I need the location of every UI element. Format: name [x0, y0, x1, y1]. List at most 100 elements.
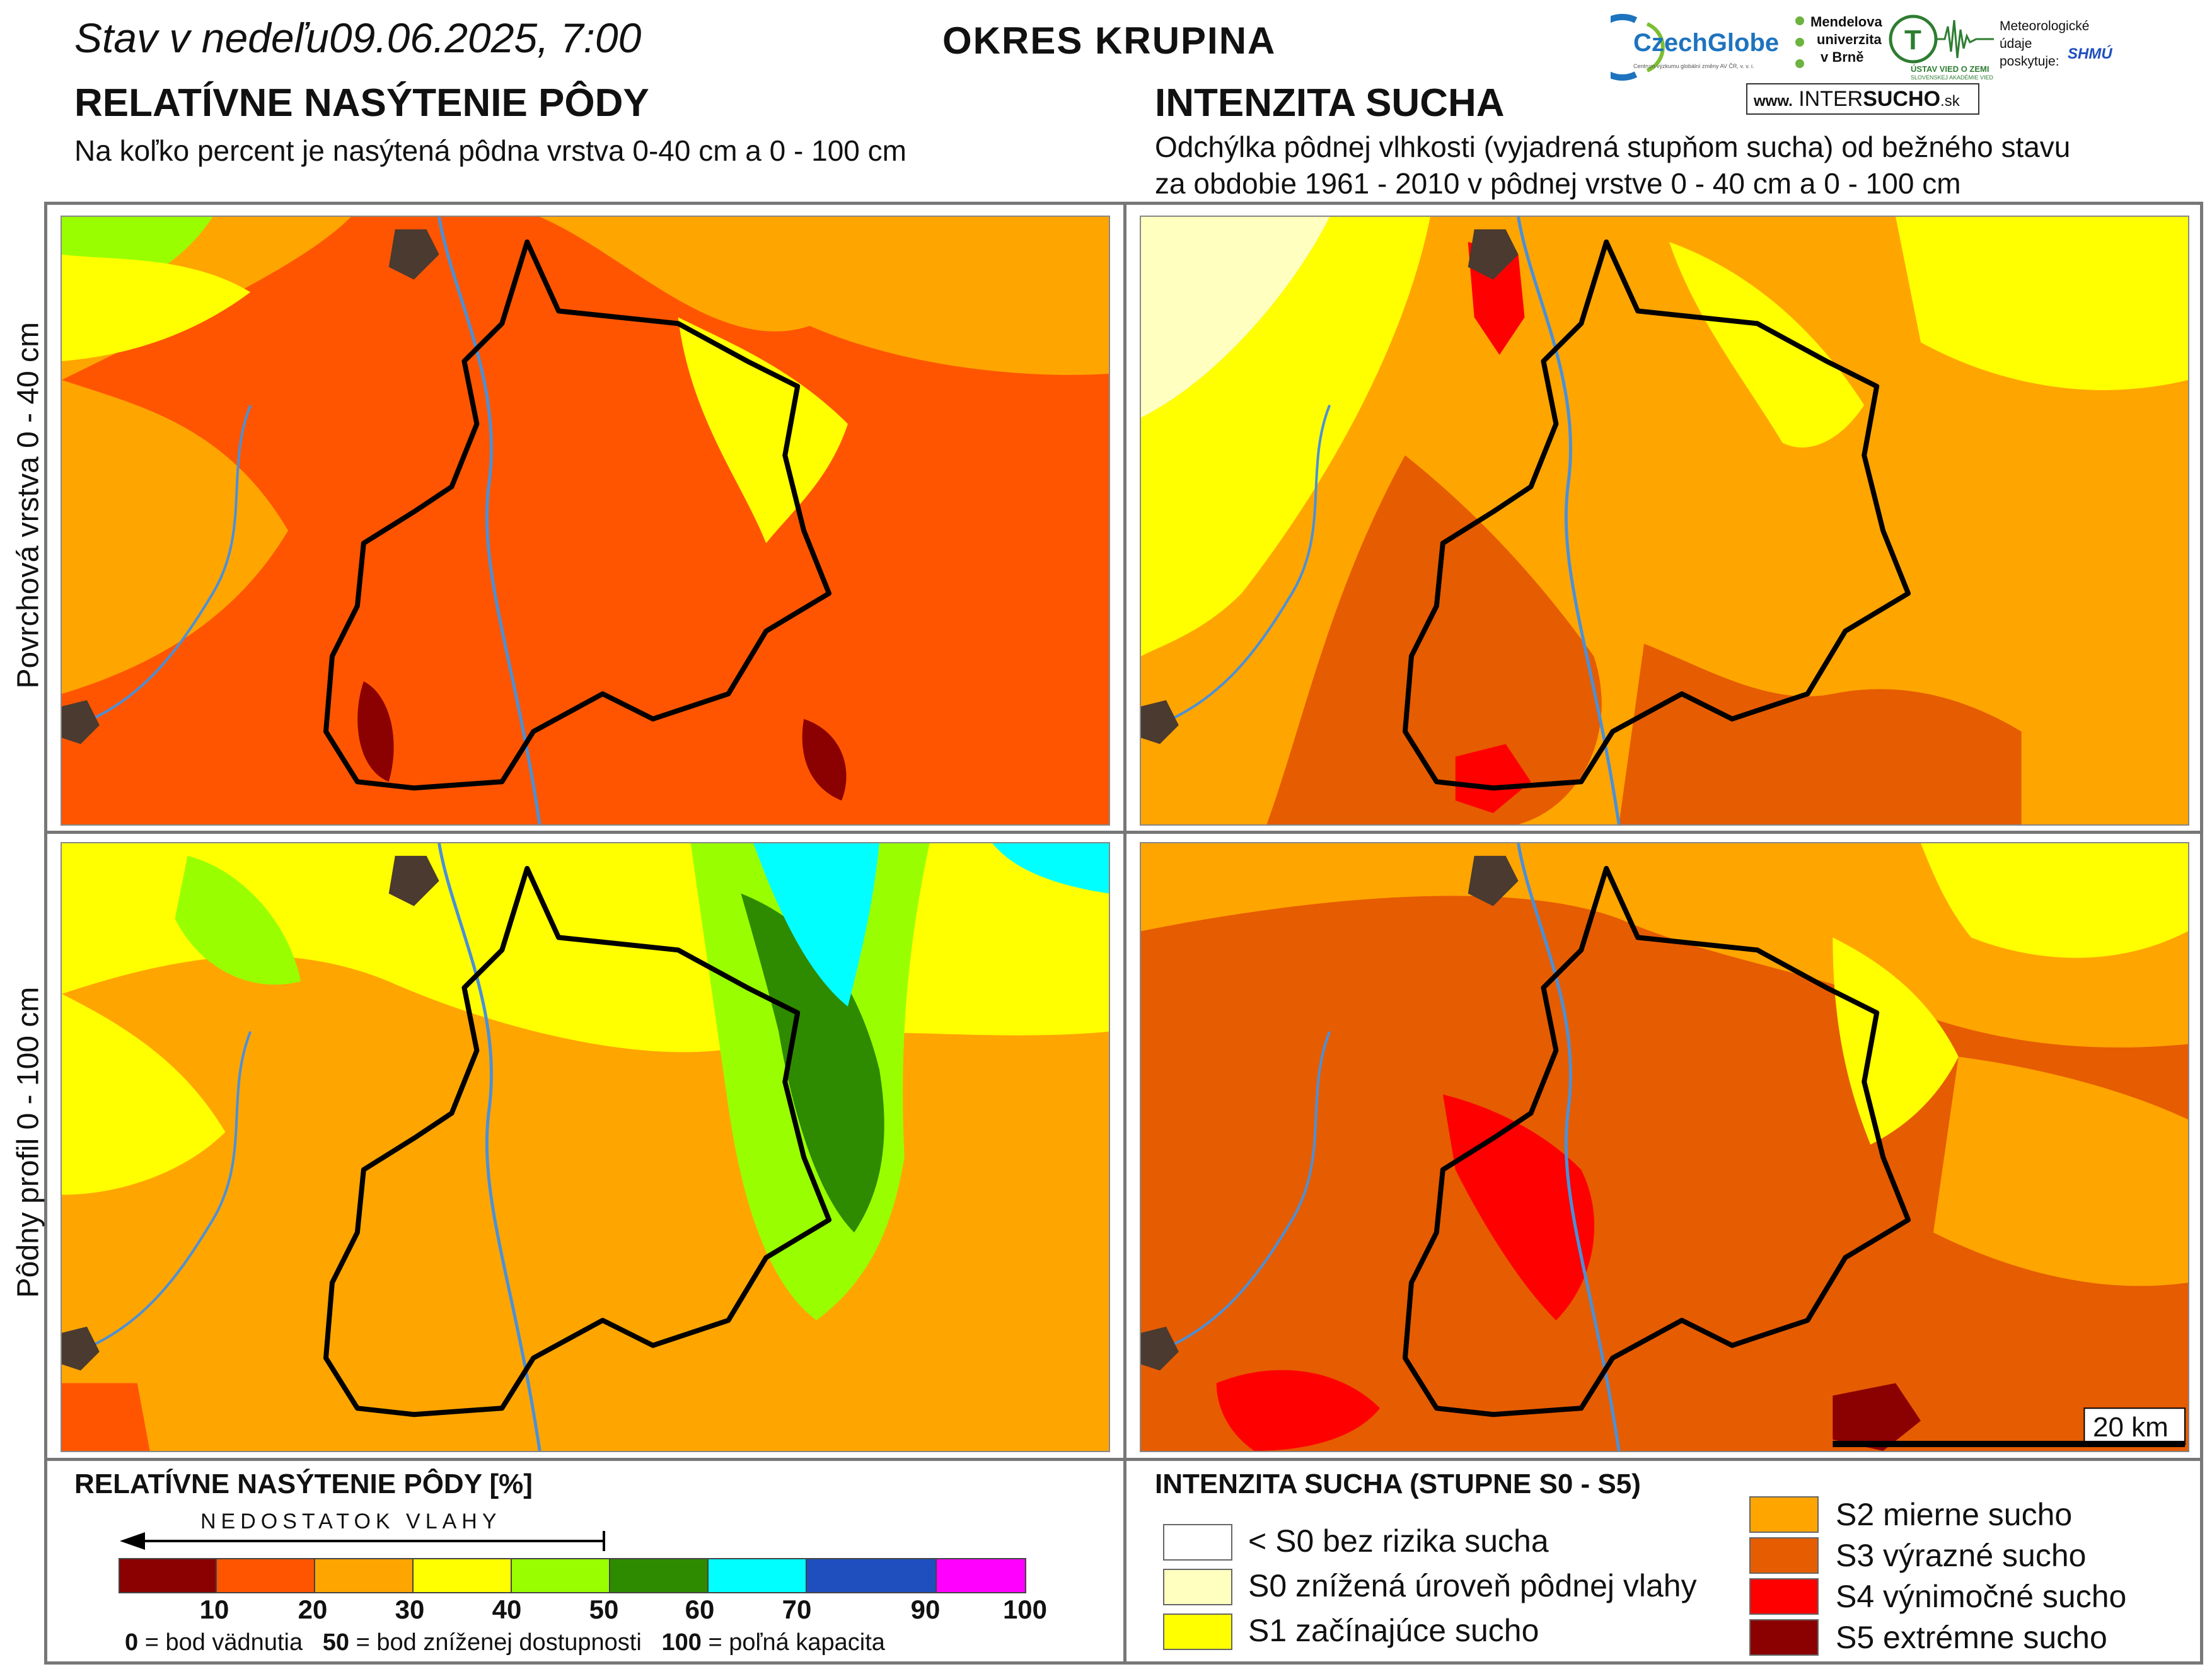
- mendelu-text-1: Mendelova: [1810, 14, 1882, 30]
- region-s2-east: [1933, 1056, 2188, 1286]
- colorbar-segment: [120, 1559, 217, 1592]
- river: [437, 843, 541, 1451]
- intersucho-sucho: SUCHO: [1863, 87, 1941, 111]
- legend-label-s2: S2 mierne sucho: [1836, 1497, 2073, 1532]
- drought-subtitle: Odchýlka pôdnej vlhkosti (vyjadrená stup…: [1155, 129, 2070, 202]
- note-value-100: 100: [661, 1629, 702, 1656]
- tick-label: 30: [395, 1595, 425, 1624]
- district-boundary: [323, 239, 832, 791]
- map-drought-topsoil: [1140, 216, 2189, 826]
- tick-label: 100: [1002, 1595, 1048, 1624]
- scalebar-bar: [1833, 1441, 2186, 1448]
- row-label-bottom: Pôdny profil 0 - 100 cm: [11, 986, 45, 1298]
- met-provider: Meteorologické údaje poskytuje: SHMÚ: [2000, 19, 2126, 82]
- arrow-label: NEDOSTATOK VLAHY: [200, 1509, 502, 1533]
- drought-subtitle-line-1: Odchýlka pôdnej vlhkosti (vyjadrená stup…: [1155, 130, 2071, 163]
- river: [1141, 405, 1331, 733]
- legend-label-no-risk: < S0 bez rizika sucha: [1248, 1523, 1549, 1559]
- colorbar-segment: [217, 1559, 315, 1592]
- tick-label: 60: [685, 1595, 715, 1624]
- town: [1468, 229, 1519, 280]
- region-s1-n: [1669, 241, 1865, 447]
- region-no-risk-nw: [1141, 217, 1330, 418]
- legend-swatch-no-risk: [1163, 1524, 1232, 1561]
- mendelu-dots-icon: [1795, 16, 1804, 25]
- note-text-100: = poľná kapacita: [708, 1629, 885, 1656]
- map-saturation-profile: [61, 842, 1110, 1452]
- river: [437, 217, 541, 824]
- town: [1141, 700, 1179, 744]
- czechglobe-text: CzechGlobe: [1633, 29, 1780, 57]
- region-cyan-ne: [992, 843, 1109, 894]
- frame-divider-vertical: [1123, 202, 1126, 1665]
- czechglobe-subtext: Centrum výzkumu globální změny AV ČR, v.…: [1633, 63, 1754, 69]
- uvz-text: ÚSTAV VIED O ZEMI: [1911, 64, 1989, 74]
- map-canvas: [62, 217, 1109, 824]
- town: [1141, 1326, 1179, 1371]
- map-canvas: [1141, 843, 2188, 1451]
- town: [62, 700, 100, 744]
- region-s4-sw: [1216, 1370, 1381, 1451]
- colorbar-segment: [315, 1559, 414, 1592]
- region-yellow-ne: [728, 217, 1109, 375]
- river: [1517, 217, 1621, 824]
- legend-saturation-note: 0 = bod vädnutia 50 = bod zníženej dostu…: [125, 1629, 885, 1656]
- river: [62, 1031, 252, 1359]
- river: [1517, 843, 1621, 1451]
- datetime: 09.06.2025, 7:00: [328, 14, 642, 61]
- intersucho-sk: .sk: [1940, 93, 1960, 110]
- drought-subtitle-line-2: za obdobie 1961 - 2010 v pôdnej vrstve 0…: [1155, 167, 1961, 200]
- region-darkgreen: [741, 893, 884, 1233]
- mendelu-logo: Mendelova univerzita v Brně: [1795, 14, 1884, 77]
- uvz-subtext: SLOVENSKEJ AKADÉMIE VIED: [1911, 74, 1994, 81]
- svg-text:T: T: [1904, 25, 1921, 55]
- czechglobe-logo: CzechGlobe Centrum výzkumu globální změn…: [1589, 11, 1793, 82]
- note-value-50: 50: [322, 1629, 350, 1656]
- legend-label-s1: S1 začínajúce sucho: [1248, 1613, 1539, 1648]
- map-canvas: [1141, 217, 2188, 824]
- scalebar-bg: [2083, 1407, 2186, 1446]
- district-boundary: [1403, 239, 1911, 791]
- intersucho-logo: www. INTERSUCHO.sk: [1746, 83, 1979, 115]
- saturation-colorbar: [119, 1558, 1026, 1593]
- river: [62, 405, 252, 733]
- shmu-logo: SHMÚ: [2068, 45, 2112, 62]
- river: [1141, 1031, 1331, 1359]
- map-drought-profile: 20 km: [1140, 842, 2189, 1452]
- tick-label: 40: [492, 1595, 522, 1624]
- note-text-0: = bod vädnutia: [144, 1629, 303, 1656]
- intersucho-inter: INTER: [1798, 87, 1863, 111]
- frame-divider-legend: [44, 1458, 2203, 1461]
- tick-label: 50: [589, 1595, 619, 1624]
- arrow-icon: [120, 1531, 605, 1551]
- region-cyan: [753, 843, 879, 1007]
- region-s4-center: [1442, 1094, 1595, 1320]
- town: [388, 855, 439, 906]
- region-dry-patch: [357, 681, 394, 782]
- stav-prefix: Stav v nedeľu: [74, 14, 329, 61]
- town: [62, 1326, 100, 1371]
- colorbar-segment: [414, 1559, 512, 1592]
- mendelu-text-2: univerzita: [1817, 32, 1882, 47]
- tick-label: 20: [298, 1595, 328, 1624]
- date-heading: Stav v nedeľu09.06.2025, 7:00: [74, 14, 641, 62]
- legend-swatch-s0: [1163, 1569, 1232, 1605]
- mendelu-dots-icon: [1795, 59, 1804, 68]
- tick-label: 10: [199, 1595, 229, 1624]
- legend-label-s4: S4 výnimočné sucho: [1836, 1579, 2127, 1614]
- legend-swatch-s4: [1749, 1578, 1819, 1615]
- region-yellow-west: [62, 994, 226, 1195]
- region-s1-east: [1833, 937, 1959, 1145]
- legend-saturation-title: RELATÍVNE NASÝTENIE PÔDY [%]: [74, 1469, 533, 1499]
- drought-title: INTENZITA SUCHA: [1155, 81, 1505, 125]
- district-boundary: [323, 865, 832, 1417]
- intersucho-prefix: www.: [1754, 93, 1793, 110]
- legend-swatch-s2: [1749, 1496, 1819, 1533]
- region-yellow-nw: [62, 254, 251, 362]
- met-text-1: Meteorologické: [2000, 19, 2090, 33]
- note-value-0: 0: [125, 1629, 139, 1656]
- colorbar-segment: [807, 1559, 937, 1592]
- region-green-nw: [175, 855, 301, 985]
- note-text-50: = bod zníženej dostupnosti: [356, 1629, 642, 1656]
- mendelu-text-3: v Brně: [1821, 49, 1864, 65]
